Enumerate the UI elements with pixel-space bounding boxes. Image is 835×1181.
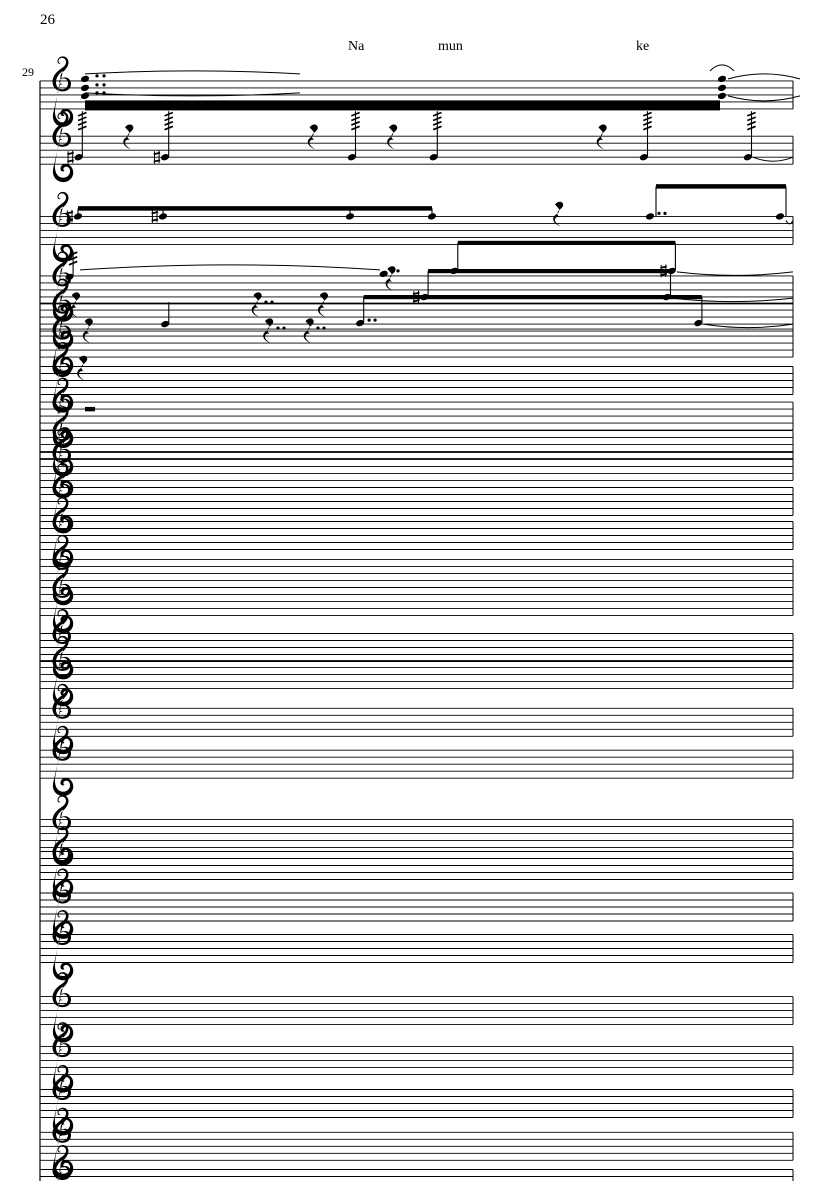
svg-text:Na: Na xyxy=(348,39,365,54)
svg-text:mun: mun xyxy=(438,39,463,54)
svg-text:26: 26 xyxy=(40,12,56,28)
svg-text:ke: ke xyxy=(636,39,649,54)
svg-text:29: 29 xyxy=(22,65,34,79)
